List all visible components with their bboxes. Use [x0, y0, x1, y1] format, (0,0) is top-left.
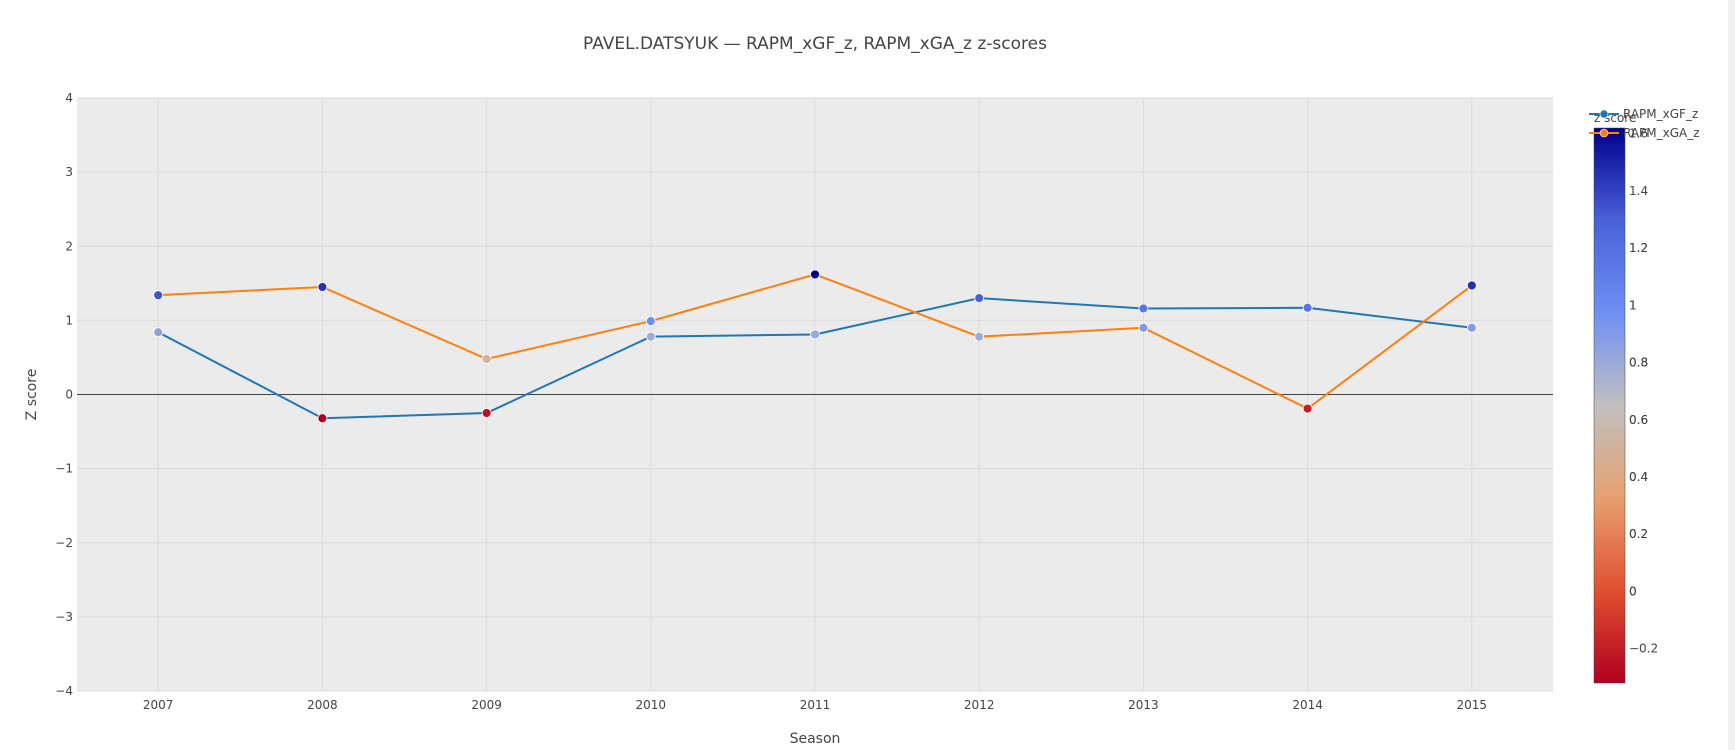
y-tick-label: 4: [65, 91, 73, 105]
data-point-RAPM_xGF_z: [974, 293, 985, 304]
y-tick-label: −2: [55, 536, 73, 550]
data-point-RAPM_xGF_z: [1302, 302, 1313, 313]
colorbar-tick-label: 1: [1629, 298, 1637, 312]
data-point-RAPM_xGF_z: [153, 327, 164, 338]
data-point-RAPM_xGF_z: [645, 331, 656, 342]
colorbar-tick-label: 0.8: [1629, 356, 1648, 370]
colorbar-tick-label: −0.2: [1629, 642, 1658, 656]
data-point-RAPM_xGA_z: [974, 331, 985, 342]
series-layer: [153, 269, 1477, 424]
colorbar-scale: [1593, 127, 1626, 684]
x-tick-label: 2007: [143, 698, 174, 712]
legend-label: RAPM_xGA_z: [1623, 126, 1700, 140]
y-tick-label: −3: [55, 610, 73, 624]
colorbar-tick-label: 0.4: [1629, 470, 1648, 484]
x-tick-label: 2014: [1292, 698, 1323, 712]
data-point-RAPM_xGF_z: [1466, 322, 1477, 333]
legend-item-RAPM_xGA_z[interactable]: RAPM_xGA_z: [1589, 126, 1700, 140]
data-point-RAPM_xGA_z: [1138, 322, 1149, 333]
grid-layer: [77, 97, 1553, 692]
colorbar-tick-label: 0.8: [1629, 356, 1648, 370]
colorbar-tick-label: 0: [1629, 584, 1637, 598]
data-point-RAPM_xGF_z: [317, 413, 328, 424]
data-point-RAPM_xGA_z: [481, 354, 492, 364]
data-point-RAPM_xGF_z: [810, 329, 820, 340]
data-point-RAPM_xGA_z: [645, 316, 656, 327]
colorbar-tick-label: 1.4: [1629, 184, 1648, 198]
x-tick-label: 2009: [471, 698, 502, 712]
x-tick-label: 2011: [800, 698, 831, 712]
legend[interactable]: RAPM_xGF_z RAPM_xGA_z: [1589, 107, 1700, 140]
data-point-RAPM_xGA_z: [153, 290, 164, 301]
y-tick-label: −1: [55, 462, 73, 476]
data-point-RAPM_xGA_z: [1302, 403, 1313, 414]
x-tick-label: 2015: [1457, 698, 1488, 712]
colorbar-tick-label: 0.2: [1629, 527, 1648, 541]
colorbar-tick-label: 0.6: [1629, 413, 1648, 427]
legend-marker-icon: [1599, 109, 1609, 119]
y-tick-label: −4: [55, 684, 73, 698]
y-tick-label: 3: [65, 165, 73, 179]
tick-layer: 2007 2008 2009 2010 2011 2012 2013 2014 2015 4 3 2 1…: [55, 91, 1487, 712]
x-tick-label: 2008: [307, 698, 338, 712]
colorbar-tick-label: 1.2: [1629, 241, 1648, 255]
colorbar-tick-label: 1.6: [1629, 127, 1648, 141]
colorbar-tick-label: 0.6: [1629, 413, 1648, 427]
colorbar: z score 1.61.41.210.80.60.40.201.210.80.…: [1593, 111, 1658, 684]
page-scrollbar[interactable]: [1728, 0, 1735, 750]
data-point-RAPM_xGA_z: [317, 282, 328, 292]
colorbar-tick-label: 0.2: [1629, 527, 1648, 541]
colorbar-tick-label: 1: [1629, 298, 1637, 312]
y-axis-title: Z score: [24, 369, 40, 421]
chart-title: PAVEL.DATSYUK — RAPM_xGF_z, RAPM_xGA_z z…: [583, 34, 1047, 54]
x-tick-label: 2012: [964, 698, 995, 712]
x-tick-label: 2013: [1128, 698, 1159, 712]
data-point-RAPM_xGA_z: [1466, 280, 1477, 291]
x-tick-label: 2010: [636, 698, 667, 712]
colorbar-tick-label: 0.4: [1629, 470, 1648, 484]
data-point-RAPM_xGA_z: [810, 269, 820, 280]
data-point-RAPM_xGF_z: [481, 408, 492, 418]
legend-marker-icon: [1599, 128, 1609, 138]
data-point-RAPM_xGF_z: [1138, 303, 1149, 314]
y-tick-label: 2: [65, 239, 73, 253]
colorbar-tick-label: 1.2: [1629, 241, 1648, 255]
legend-label: RAPM_xGF_z: [1623, 107, 1698, 121]
y-tick-label: 1: [65, 313, 73, 327]
colorbar-tick-label: 0: [1629, 584, 1637, 598]
y-tick-label: 0: [65, 388, 73, 402]
legend-item-RAPM_xGF_z[interactable]: RAPM_xGF_z: [1589, 107, 1698, 121]
x-axis-title: Season: [790, 731, 841, 747]
